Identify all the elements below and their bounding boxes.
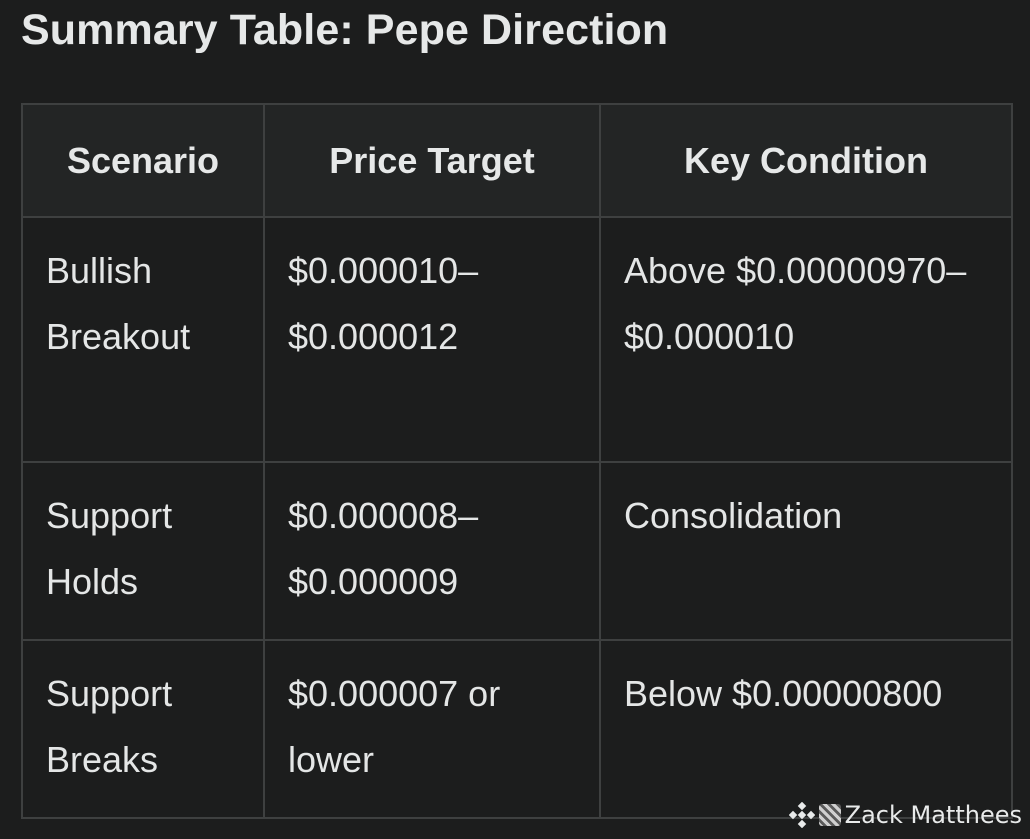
watermark-author: Zack Matthees (844, 801, 1022, 829)
table-row: Support Breaks $0.000007 or lower Below … (21, 639, 1013, 819)
summary-table: Scenario Price Target Key Condition Bull… (21, 103, 1013, 819)
table-header-row: Scenario Price Target Key Condition (21, 103, 1013, 218)
column-header-price-target: Price Target (263, 103, 601, 218)
cell-price-target: $0.000007 or lower (263, 639, 601, 819)
author-avatar-icon (818, 804, 841, 826)
cell-key-condition: Consolidation (599, 461, 1013, 641)
cell-price-target: $0.000008–$0.000009 (263, 461, 601, 641)
table-row: Support Holds $0.000008–$0.000009 Consol… (21, 461, 1013, 641)
column-header-key-condition: Key Condition (599, 103, 1013, 218)
table-row: Bullish Breakout $0.000010–$0.000012 Abo… (21, 216, 1013, 463)
cell-scenario: Support Holds (21, 461, 265, 641)
page-title: Summary Table: Pepe Direction (21, 6, 669, 54)
cell-scenario: Bullish Breakout (21, 216, 265, 463)
exchange-diamond-logo-icon (788, 802, 815, 828)
cell-key-condition: Below $0.00000800 (599, 639, 1013, 819)
cell-key-condition: Above $0.00000970–$0.000010 (599, 216, 1013, 463)
cell-scenario: Support Breaks (21, 639, 265, 819)
watermark: Zack Matthees (788, 801, 1022, 829)
column-header-scenario: Scenario (21, 103, 265, 218)
cell-price-target: $0.000010–$0.000012 (263, 216, 601, 463)
